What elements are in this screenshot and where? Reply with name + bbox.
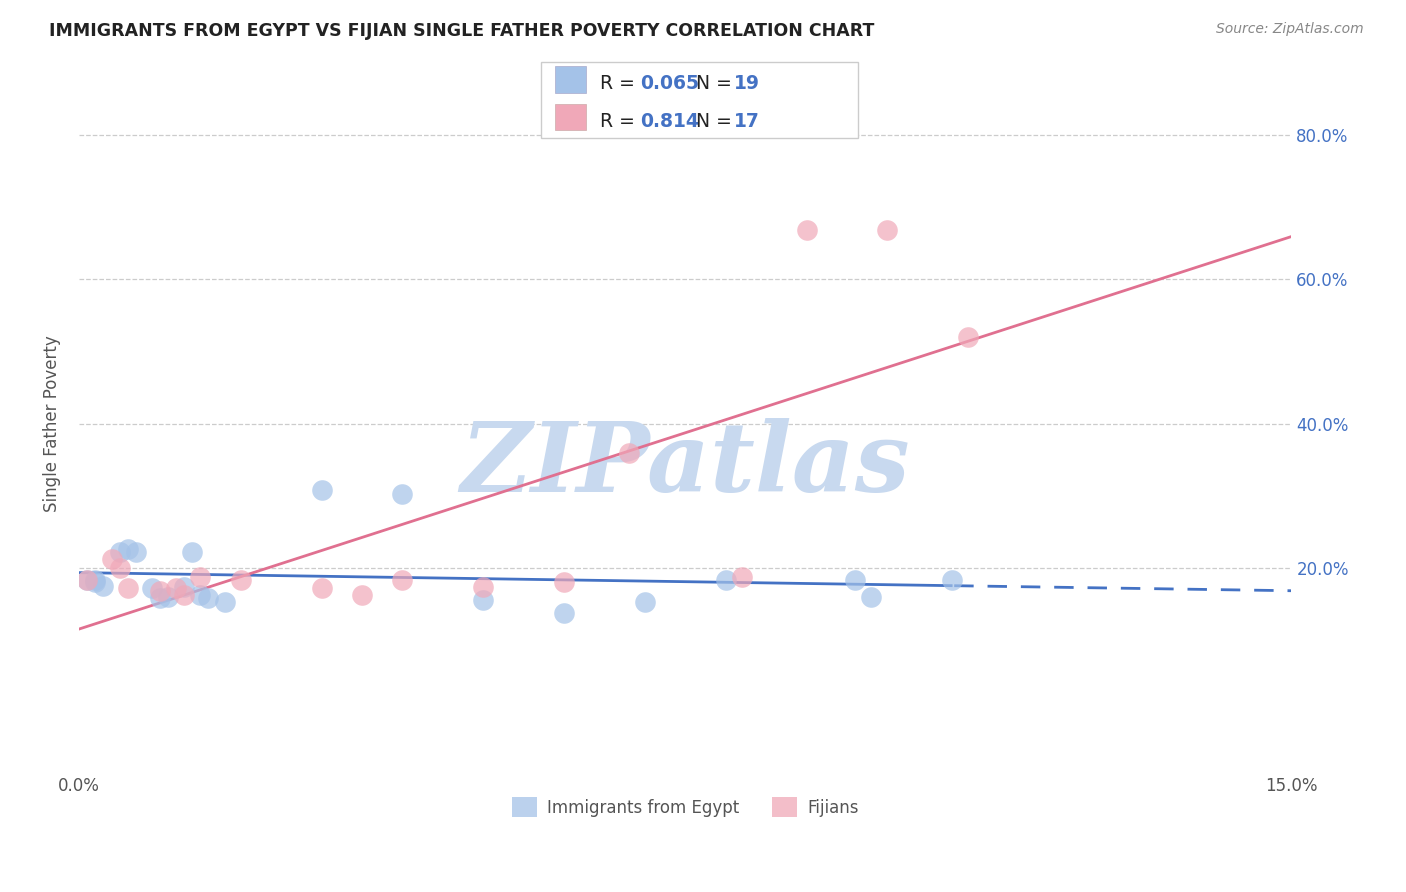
Point bbox=[117, 541, 139, 556]
Text: 0.814: 0.814 bbox=[640, 112, 699, 131]
Point bbox=[125, 545, 148, 559]
Point bbox=[108, 561, 131, 575]
Point bbox=[117, 581, 139, 595]
Point bbox=[714, 574, 737, 588]
Point bbox=[391, 574, 413, 588]
Text: R =: R = bbox=[600, 74, 641, 93]
Y-axis label: Single Father Poverty: Single Father Poverty bbox=[44, 335, 60, 512]
Point bbox=[311, 581, 333, 595]
Point bbox=[84, 574, 107, 588]
Point bbox=[844, 574, 866, 588]
Text: 19: 19 bbox=[734, 74, 759, 93]
Point bbox=[350, 588, 373, 602]
Point bbox=[941, 574, 963, 588]
Text: Source: ZipAtlas.com: Source: ZipAtlas.com bbox=[1216, 22, 1364, 37]
Point bbox=[157, 590, 180, 604]
Text: 17: 17 bbox=[734, 112, 759, 131]
Text: ZIPatlas: ZIPatlas bbox=[461, 418, 910, 512]
Point bbox=[190, 569, 212, 583]
Point bbox=[149, 591, 172, 606]
Text: 0.065: 0.065 bbox=[640, 74, 699, 93]
Point bbox=[796, 223, 818, 237]
Legend: Immigrants from Egypt, Fijians: Immigrants from Egypt, Fijians bbox=[505, 790, 866, 824]
Point bbox=[173, 580, 195, 594]
Point bbox=[472, 581, 495, 595]
Point bbox=[957, 330, 980, 344]
Text: N =: N = bbox=[696, 112, 738, 131]
Point bbox=[860, 590, 883, 604]
Point bbox=[391, 486, 413, 500]
Text: IMMIGRANTS FROM EGYPT VS FIJIAN SINGLE FATHER POVERTY CORRELATION CHART: IMMIGRANTS FROM EGYPT VS FIJIAN SINGLE F… bbox=[49, 22, 875, 40]
Point bbox=[553, 606, 575, 620]
Point bbox=[108, 545, 131, 559]
Point bbox=[100, 551, 122, 566]
Point bbox=[84, 575, 107, 590]
Point bbox=[76, 574, 98, 588]
Text: R =: R = bbox=[600, 112, 641, 131]
Point bbox=[93, 579, 115, 593]
Point bbox=[173, 588, 195, 602]
Point bbox=[731, 569, 754, 583]
Point bbox=[472, 593, 495, 607]
Point bbox=[141, 581, 163, 595]
Text: N =: N = bbox=[696, 74, 738, 93]
Point bbox=[634, 595, 657, 609]
Point bbox=[181, 545, 204, 559]
Point bbox=[190, 588, 212, 602]
Point bbox=[76, 574, 98, 588]
Point bbox=[165, 581, 187, 595]
Point bbox=[311, 483, 333, 497]
Point bbox=[229, 574, 252, 588]
Point bbox=[553, 575, 575, 590]
Point bbox=[149, 584, 172, 599]
Point bbox=[214, 595, 236, 609]
Point bbox=[876, 223, 898, 237]
Point bbox=[197, 591, 219, 606]
Point bbox=[617, 445, 640, 459]
